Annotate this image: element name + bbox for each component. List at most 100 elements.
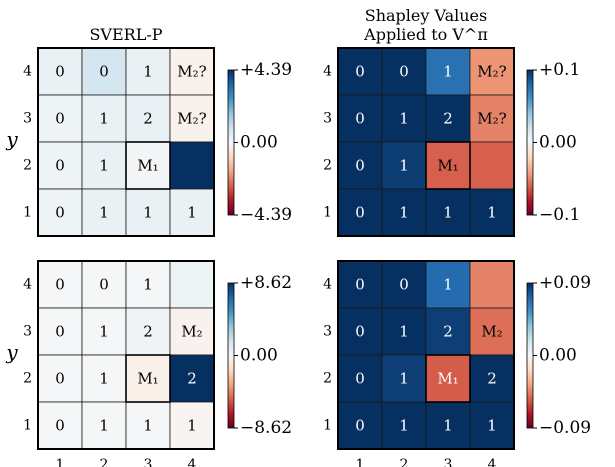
x-tick-label: 1 bbox=[356, 457, 365, 467]
cell-label: 0 bbox=[399, 276, 409, 294]
cell-label: 0 bbox=[355, 370, 365, 388]
heatmap-frame bbox=[337, 47, 515, 237]
colorbar bbox=[526, 282, 534, 429]
y-tick-label: 4 bbox=[23, 64, 32, 80]
agent-cell-outline bbox=[425, 354, 471, 403]
cell-label: M₂ bbox=[481, 323, 502, 341]
colorbar-tick-label: +8.62 bbox=[240, 273, 292, 293]
colorbar-tick-label: 0.00 bbox=[539, 346, 577, 366]
y-axis-label: y bbox=[5, 127, 18, 151]
cell-label: 1 bbox=[143, 63, 153, 81]
x-tick-label: 2 bbox=[400, 457, 409, 467]
cell-label: 1 bbox=[487, 417, 497, 435]
y-tick-label: 3 bbox=[23, 324, 32, 340]
cell-label: 1 bbox=[99, 157, 109, 175]
colorbar bbox=[526, 69, 534, 216]
agent-cell-outline bbox=[425, 141, 471, 190]
heatmap-cell bbox=[81, 47, 127, 96]
cell-label: 0 bbox=[399, 63, 409, 81]
cell-label: 1 bbox=[443, 63, 453, 81]
cell-label: M₁ bbox=[137, 157, 158, 175]
y-tick-label: 3 bbox=[23, 111, 32, 127]
cell-label: 0 bbox=[55, 417, 65, 435]
cell-label: 1 bbox=[399, 370, 409, 388]
colorbar-tick-label: +0.09 bbox=[539, 273, 591, 293]
cell-label: 2 bbox=[487, 370, 497, 388]
y-tick-label: 2 bbox=[323, 371, 332, 387]
cell-label: 0 bbox=[55, 157, 65, 175]
cell-label: M₁ bbox=[437, 157, 458, 175]
y-tick-label: 2 bbox=[23, 158, 32, 174]
colorbar-tick-label: −8.62 bbox=[240, 418, 292, 438]
cell-label: M₂? bbox=[177, 63, 206, 81]
cell-label: 0 bbox=[55, 110, 65, 128]
cell-label: 1 bbox=[399, 204, 409, 222]
cell-label: M₂ bbox=[181, 323, 202, 341]
cell-label: 0 bbox=[55, 276, 65, 294]
heatmap-panel-3: 0 0 1 0 1 2 M₂ 0 1 M₁ 2 0 1 1 1 4 3 2 1 y 1 2 3 4 x +8.62 0.00 −8.6… bbox=[5, 260, 292, 467]
heatmap-frame bbox=[37, 47, 215, 237]
colorbar-tick-label: 0.00 bbox=[240, 133, 278, 153]
heatmap-cell bbox=[37, 401, 83, 450]
cell-label: 0 bbox=[99, 63, 109, 81]
heatmap-cell bbox=[125, 401, 171, 450]
colorbar bbox=[227, 69, 235, 216]
cell-label: 1 bbox=[99, 204, 109, 222]
cell-label: 1 bbox=[99, 323, 109, 341]
colorbar-tick-label: −4.39 bbox=[240, 205, 292, 225]
heatmap-cell bbox=[381, 188, 427, 237]
heatmap-cell bbox=[425, 94, 471, 143]
cell-label: M₁ bbox=[137, 370, 158, 388]
cell-label: 1 bbox=[399, 323, 409, 341]
heatmap-cell bbox=[81, 94, 127, 143]
y-tick-label: 2 bbox=[323, 158, 332, 174]
cell-label: 1 bbox=[399, 417, 409, 435]
cell-label: 1 bbox=[443, 204, 453, 222]
heatmap-cell bbox=[469, 141, 515, 190]
cell-label: 0 bbox=[55, 323, 65, 341]
x-tick-label: 3 bbox=[444, 457, 453, 467]
y-tick-label: 3 bbox=[323, 111, 332, 127]
y-tick-label: 3 bbox=[323, 324, 332, 340]
agent-cell-outline bbox=[125, 141, 171, 190]
heatmap-cell bbox=[381, 94, 427, 143]
heatmap-cell bbox=[425, 354, 471, 403]
cell-label: 0 bbox=[55, 204, 65, 222]
colorbar-tick-label: 0.00 bbox=[539, 133, 577, 153]
y-tick-label: 4 bbox=[323, 277, 332, 293]
y-tick-label: 1 bbox=[323, 418, 332, 434]
colorbar-tick-label: −0.1 bbox=[539, 205, 580, 225]
chart-title: SVERL-P bbox=[89, 25, 162, 44]
y-axis-label: y bbox=[5, 340, 18, 364]
cell-label: 0 bbox=[355, 417, 365, 435]
cell-label: 1 bbox=[143, 204, 153, 222]
cell-label: 0 bbox=[355, 276, 365, 294]
chart-title: Applied to V^π bbox=[363, 25, 488, 44]
cell-label: 2 bbox=[143, 323, 153, 341]
heatmap-cell bbox=[337, 401, 383, 450]
cell-label: 1 bbox=[443, 417, 453, 435]
cell-label: 0 bbox=[55, 63, 65, 81]
x-tick-label: 4 bbox=[188, 457, 197, 467]
y-tick-label: 1 bbox=[23, 205, 32, 221]
y-tick-label: 4 bbox=[23, 277, 32, 293]
heatmap-cell bbox=[125, 260, 171, 309]
heatmap-cell bbox=[337, 260, 383, 309]
cell-label: M₂? bbox=[177, 110, 206, 128]
heatmap-panel-1: 0 0 1 M₂? 0 1 2 M₂? 0 1 M₁ 0 1 1 1 SVERL-P 4 3 2 1 y +4.39 0.0… bbox=[5, 25, 292, 237]
cell-label: 1 bbox=[187, 204, 197, 222]
heatmap-cell bbox=[425, 188, 471, 237]
cell-label: 0 bbox=[355, 63, 365, 81]
x-tick-label: 4 bbox=[488, 457, 497, 467]
cell-label: M₂? bbox=[477, 110, 506, 128]
heatmap-cell bbox=[169, 260, 215, 309]
cell-label: 1 bbox=[99, 370, 109, 388]
cell-label: 0 bbox=[99, 276, 109, 294]
cell-label: 1 bbox=[399, 110, 409, 128]
y-tick-label: 2 bbox=[23, 371, 32, 387]
colorbar bbox=[227, 282, 235, 429]
y-tick-label: 1 bbox=[323, 205, 332, 221]
x-tick-label: 3 bbox=[144, 457, 153, 467]
heatmap-cell bbox=[425, 307, 471, 356]
